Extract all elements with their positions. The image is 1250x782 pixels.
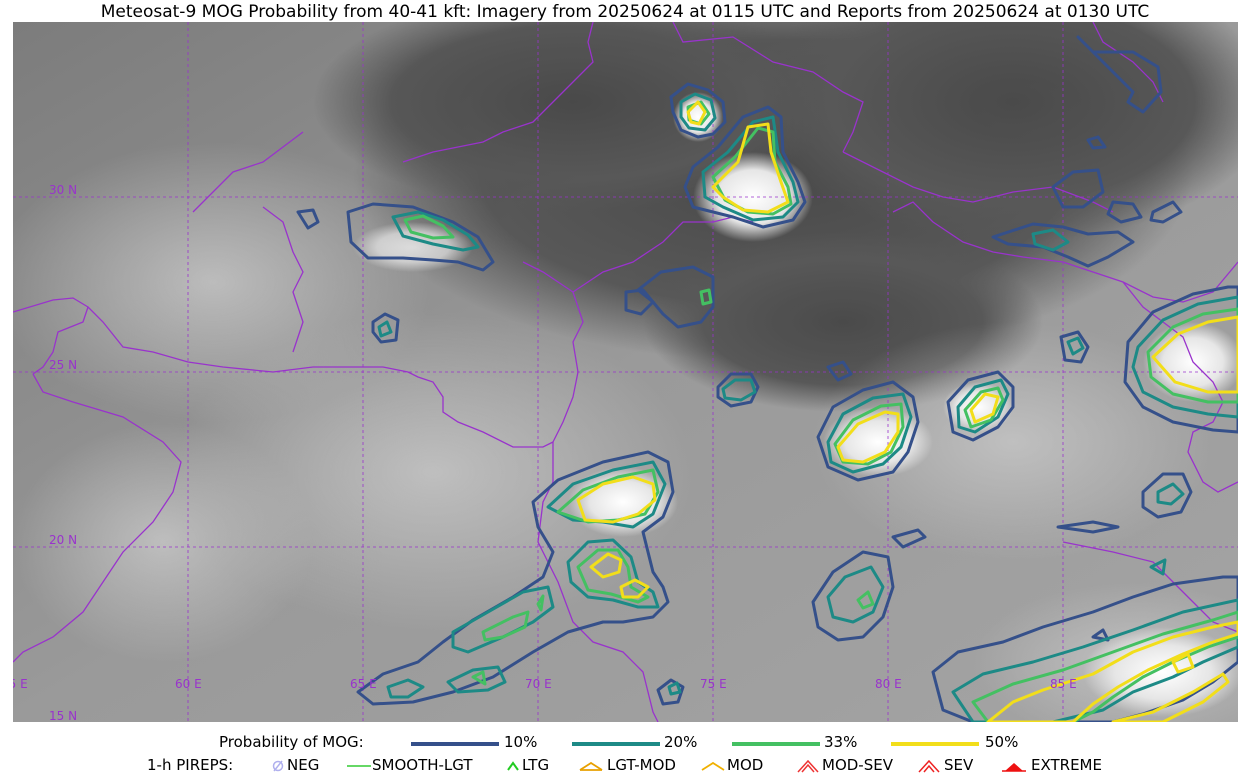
legend-swatch-20: [572, 742, 660, 746]
sev-icon: [918, 759, 940, 773]
legend-swatch-10: [411, 742, 499, 746]
contour-33-percent: [403, 100, 1238, 722]
mod-sev-icon: [797, 759, 819, 773]
legend-level-10: 10%: [504, 733, 538, 751]
country-borders: [13, 22, 1238, 722]
lgt-mod-icon: [579, 761, 603, 771]
neg-icon: [272, 760, 284, 772]
lat-label: 30 N: [49, 183, 77, 197]
mod-icon: [701, 761, 725, 771]
lon-label: 75 E: [700, 677, 727, 691]
lat-label: 20 N: [49, 533, 77, 547]
smooth-lgt-icon: [347, 765, 371, 767]
pirep-neg-label: NEG: [287, 756, 320, 774]
lon-label: 65 E: [350, 677, 377, 691]
pirep-extreme-label: EXTREME: [1031, 756, 1102, 774]
lon-label: 80 E: [875, 677, 902, 691]
longitude-labels: 55 E 60 E 65 E 70 E 75 E 80 E 85 E: [13, 677, 1077, 691]
pirep-lgt-mod-label: LGT-MOD: [607, 756, 676, 774]
extreme-icon: [1002, 763, 1026, 772]
legend-swatch-50: [891, 742, 979, 746]
lat-label: 15 N: [49, 709, 77, 722]
pirep-ltg-label: LTG: [522, 756, 550, 774]
probability-legend-label: Probability of MOG:: [219, 733, 364, 751]
satellite-map: 30 N 25 N 20 N 15 N 55 E 60 E 65 E 70 E …: [13, 22, 1238, 722]
contour-50-percent: [576, 100, 1238, 722]
map-title: Meteosat-9 MOG Probability from 40-41 kf…: [100, 2, 1150, 22]
ltg-icon: [507, 761, 519, 771]
lon-label: 85 E: [1050, 677, 1077, 691]
lon-label: 55 E: [13, 677, 28, 691]
lon-label: 60 E: [175, 677, 202, 691]
legend-level-20: 20%: [664, 733, 698, 751]
pirep-mod-sev-label: MOD-SEV: [822, 756, 893, 774]
lon-label: 70 E: [525, 677, 552, 691]
legend-level-50: 50%: [985, 733, 1019, 751]
cloud-haze: [13, 142, 1238, 722]
lat-label: 25 N: [49, 358, 77, 372]
pirep-legend-label: 1-h PIREPS:: [147, 756, 234, 774]
legend-swatch-33: [732, 742, 820, 746]
pirep-smooth-lgt-label: SMOOTH-LGT: [372, 756, 473, 774]
latitude-labels: 30 N 25 N 20 N 15 N: [49, 183, 77, 722]
legend-level-33: 33%: [824, 733, 858, 751]
pirep-mod-label: MOD: [727, 756, 764, 774]
pirep-sev-label: SEV: [944, 756, 974, 774]
